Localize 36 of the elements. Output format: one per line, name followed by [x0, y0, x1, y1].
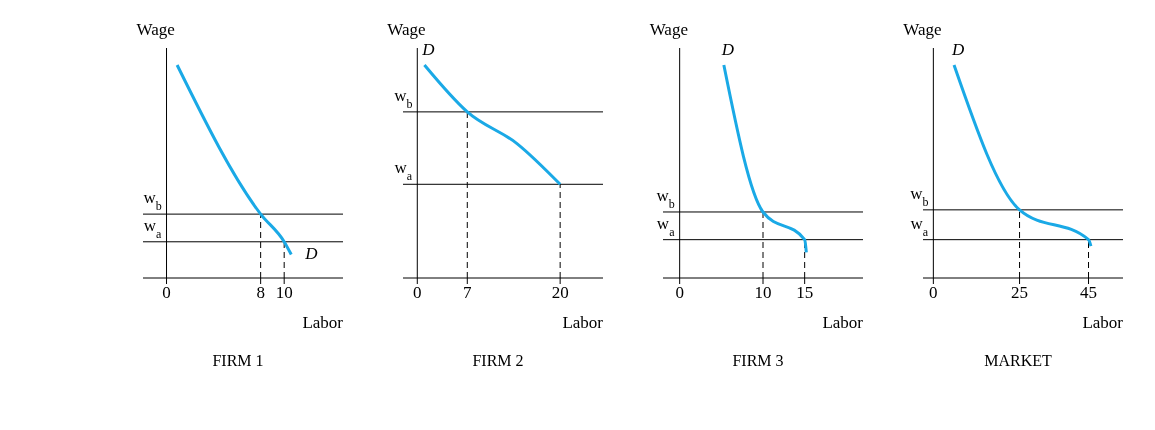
y-axis-title: Wage — [649, 20, 688, 40]
x-tick-label: 0 — [162, 283, 171, 303]
annotation: D — [950, 40, 965, 60]
ref-line-label: w$_{a}$ — [143, 215, 163, 241]
x-axis-title: Labor — [1082, 313, 1124, 332]
ref-line-label: w$_{b}$ — [910, 183, 929, 209]
x-tick-label: 15 — [796, 283, 814, 303]
y-axis-title: Wage — [387, 20, 426, 40]
annotation: D — [720, 40, 735, 60]
x-tick-label: 7 — [463, 283, 473, 303]
x-tick-label: 8 — [256, 283, 265, 303]
ref-line-label: w$_{a}$ — [656, 213, 676, 239]
x-axis-title: Labor — [822, 313, 864, 332]
x-tick-label: 10 — [754, 283, 772, 303]
ref-line-label: w$_{a}$ — [394, 158, 413, 184]
ref-line-label: w$_{b}$ — [143, 188, 162, 214]
y-axis-title: Wage — [136, 20, 175, 40]
x-tick-label: 0 — [929, 283, 938, 303]
x-tick-label: 20 — [551, 283, 569, 303]
x-tick-label: 25 — [1011, 283, 1029, 303]
ref-line-label: w$_{a}$ — [910, 213, 929, 239]
annotation: D — [304, 243, 319, 263]
x-axis-title: Labor — [562, 313, 604, 332]
x-tick-label: 0 — [413, 283, 422, 303]
x-axis-title: Labor — [302, 313, 344, 332]
x-tick-label: 45 — [1080, 283, 1098, 303]
text: FIRM 2 — [471, 352, 525, 370]
y-axis-title: Wage — [903, 20, 942, 40]
x-tick-label: 10 — [275, 283, 293, 303]
text: MARKET — [983, 352, 1053, 370]
ref-line-label: w$_{b}$ — [394, 85, 413, 111]
annotation: D — [421, 40, 436, 60]
text: FIRM 3 — [731, 352, 785, 370]
ref-line-label: w$_{b}$ — [656, 185, 675, 211]
x-tick-label: 0 — [675, 283, 684, 303]
text: FIRM 1 — [211, 352, 265, 370]
